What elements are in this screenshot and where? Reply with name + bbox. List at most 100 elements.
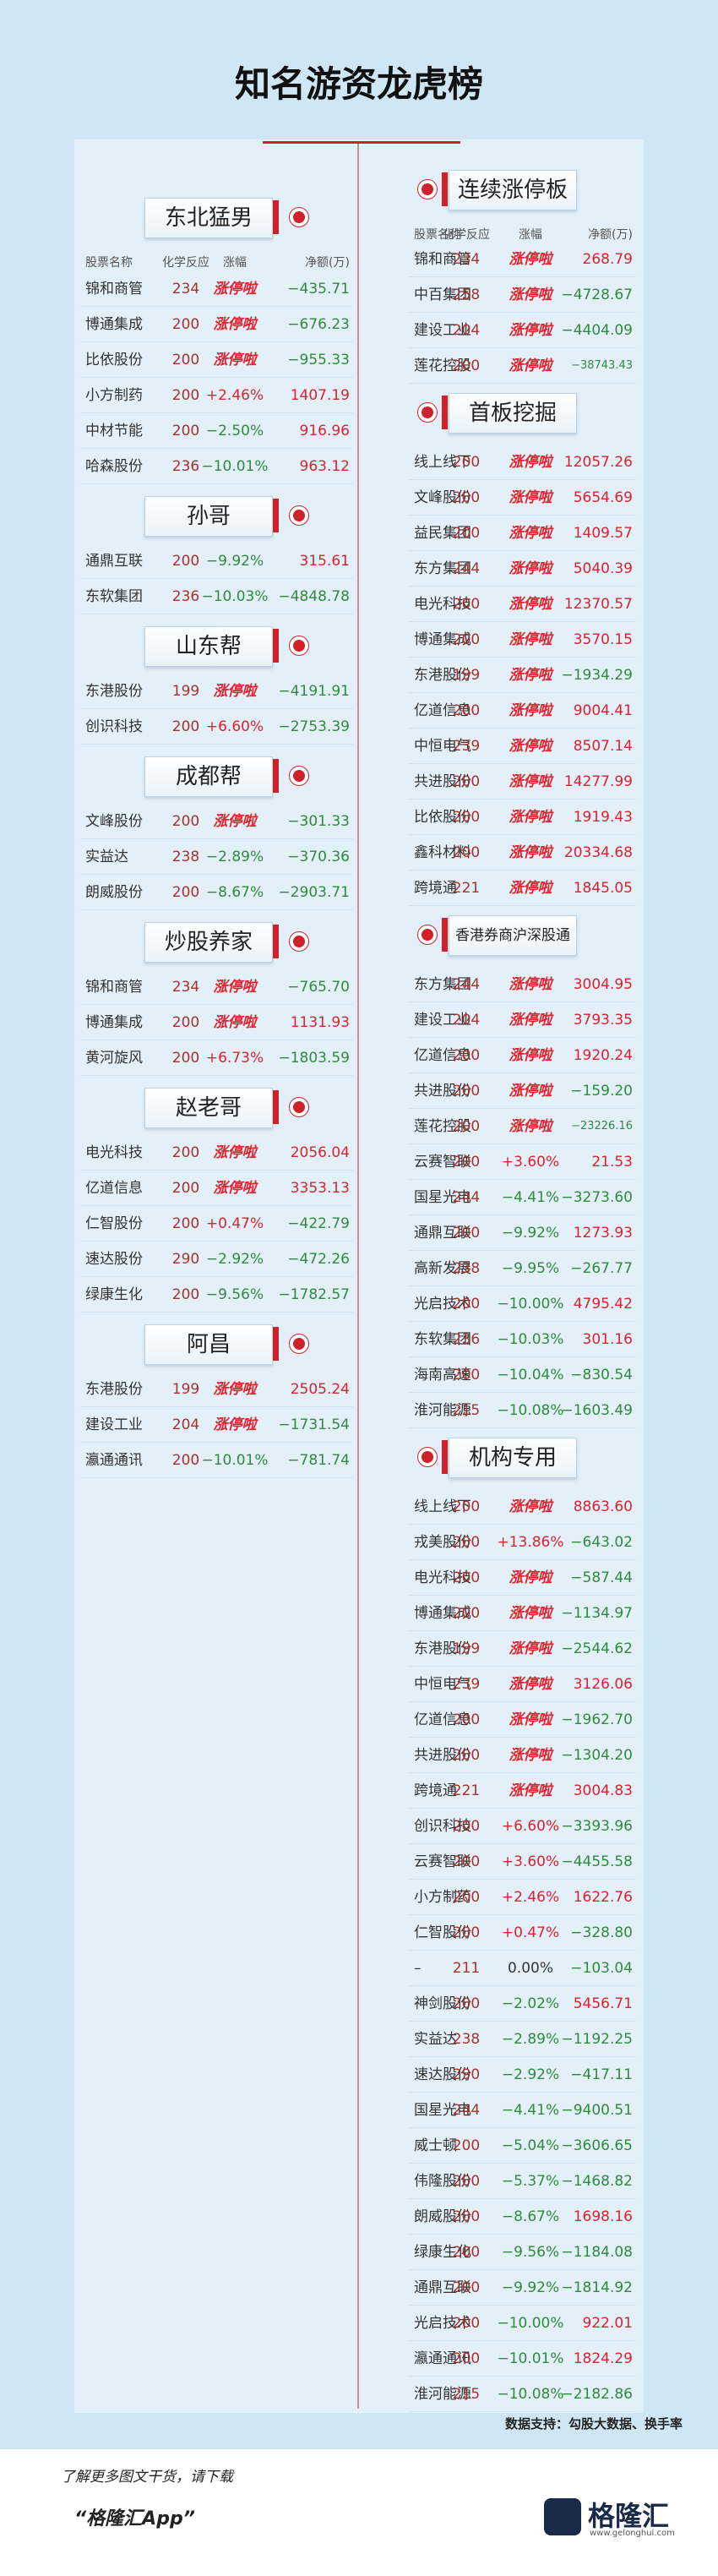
net-amount: 2056.04 [290, 1144, 350, 1161]
net-amount: −301.33 [287, 813, 350, 830]
net-amount: 12370.57 [563, 596, 633, 613]
stock-name: 朗威股份 [85, 884, 143, 901]
chem: 200 [452, 1818, 481, 1835]
stock-name: 电光科技 [414, 1569, 471, 1586]
section-header: 机构专用 [449, 1438, 577, 1478]
chem: 244 [452, 976, 481, 993]
stock-name: 云赛智联 [414, 1853, 471, 1870]
row-rule [409, 1143, 636, 1144]
chem: 200 [171, 1144, 200, 1161]
chem: 200 [171, 1180, 200, 1197]
limit-up-stamp: 涨停啦 [509, 1747, 552, 1764]
stock-name: 锦和商管 [85, 979, 143, 996]
net-amount: −4728.67 [561, 287, 633, 303]
chem: 244 [452, 2102, 481, 2119]
chem: 234 [452, 251, 481, 268]
stock-name: 锦和商管 [414, 251, 471, 268]
net-amount: −1962.70 [561, 1711, 633, 1728]
stock-name: 中材节能 [85, 423, 143, 439]
stock-name: 博通集成 [414, 1605, 471, 1622]
row-rule [80, 1170, 353, 1171]
change: −2.89% [501, 2031, 560, 2048]
chem: 199 [171, 1381, 200, 1398]
stock-name: 共进股份 [414, 773, 471, 790]
chem: 200 [171, 1215, 200, 1232]
row-rule [80, 1241, 353, 1242]
chem: 200 [452, 2208, 481, 2225]
header-bar [273, 629, 279, 663]
net-amount: −643.02 [570, 1534, 633, 1551]
row-rule [409, 1285, 636, 1286]
stock-name: 淮河能源 [414, 1402, 471, 1419]
stock-name: 建设工业 [414, 1012, 471, 1029]
change: +13.86% [497, 1534, 564, 1551]
net-amount: 3126.06 [573, 1676, 633, 1693]
chem: 200 [452, 1924, 481, 1941]
chem: 234 [171, 281, 200, 297]
stock-name: 亿道信息 [85, 1180, 143, 1197]
chem: 199 [452, 667, 481, 684]
net-amount: −472.26 [287, 1251, 350, 1268]
net-amount: −1731.54 [278, 1416, 350, 1433]
stock-name: 实益达 [414, 2031, 457, 2048]
chem: 200 [171, 1286, 200, 1303]
chem: 200 [171, 352, 200, 368]
row-rule [409, 1392, 636, 1393]
chem: 200 [452, 1534, 481, 1551]
row-rule [409, 1914, 636, 1915]
chem: 238 [452, 2031, 481, 2048]
limit-up-stamp: 涨停啦 [213, 813, 257, 830]
change: −9.92% [501, 2279, 560, 2296]
row-rule [409, 1072, 636, 1073]
chem: 200 [452, 1853, 481, 1870]
row-rule [409, 1879, 636, 1880]
header-bar [273, 1090, 279, 1124]
change: −9.56% [501, 2244, 560, 2261]
row-rule [409, 2021, 636, 2022]
row-rule [409, 515, 636, 516]
net-amount: 5456.71 [573, 1995, 633, 2012]
chem: 200 [452, 489, 481, 506]
row-rule [80, 1276, 353, 1277]
stock-name: 创识科技 [85, 718, 143, 735]
section-header: 阿昌 [144, 1324, 273, 1365]
chem: 215 [452, 1402, 481, 1419]
row-rule [80, 412, 353, 413]
chem: 244 [452, 560, 481, 577]
header-dot [290, 636, 308, 655]
chem: 200 [452, 1118, 481, 1135]
section-header: 连续涨停板 [449, 170, 577, 210]
chem: 234 [171, 979, 200, 996]
row-rule [409, 276, 636, 277]
limit-up-stamp: 涨停啦 [213, 1381, 257, 1398]
row-rule [409, 657, 636, 658]
chem: 200 [171, 1050, 200, 1067]
net-amount: −2182.86 [561, 2386, 633, 2403]
net-amount: 1920.24 [573, 1047, 633, 1064]
chem: 239 [452, 1676, 481, 1693]
change: −9.92% [501, 1225, 560, 1242]
center-line [357, 144, 359, 2409]
limit-up-stamp: 涨停啦 [509, 1569, 552, 1586]
row-rule [409, 2376, 636, 2377]
row-rule [409, 1559, 636, 1560]
row-rule [409, 1595, 636, 1596]
row-rule [409, 1214, 636, 1215]
net-amount: −3273.60 [561, 1189, 633, 1206]
stock-name: 莲花控股 [414, 1118, 471, 1135]
stock-name: 建设工业 [414, 322, 471, 339]
row-rule [409, 905, 636, 906]
chem: 236 [171, 458, 200, 475]
change: 0.00% [507, 1960, 553, 1977]
net-amount: 1131.93 [290, 1014, 350, 1031]
chem: 200 [452, 1711, 481, 1728]
net-amount: −4455.58 [561, 1853, 633, 1870]
chem: 200 [452, 702, 481, 719]
section-header: 孙哥 [144, 496, 273, 537]
stock-name: 博通集成 [414, 631, 471, 648]
brand: 格隆汇 [588, 2500, 670, 2532]
stock-name: 共进股份 [414, 1083, 471, 1100]
row-rule [80, 1477, 353, 1478]
row-rule [409, 1985, 636, 1986]
net-amount: 5654.69 [573, 489, 633, 506]
